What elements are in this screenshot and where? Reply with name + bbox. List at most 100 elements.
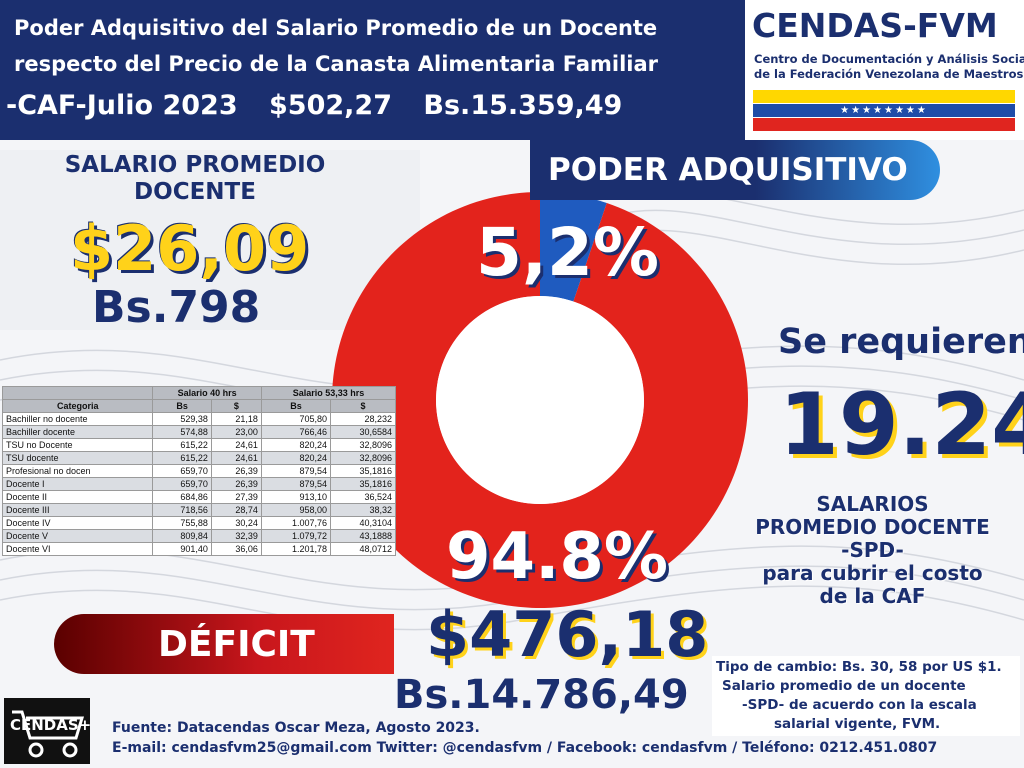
table-cell-value: 40,3104 — [330, 516, 396, 530]
caf-bs: Bs.15.359,49 — [423, 90, 623, 121]
donut-hole — [436, 296, 644, 504]
table-cell-value: 659,70 — [152, 464, 212, 478]
table-cell-value: 1.007,76 — [260, 516, 332, 530]
table-cell-category: TSU no Docente — [1, 438, 154, 452]
table-cell-value: 26,39 — [210, 464, 262, 478]
table-cell-value: 809,84 — [152, 529, 212, 543]
table-cell-value: 958,00 — [260, 503, 332, 517]
table-cell-value: 615,22 — [152, 438, 212, 452]
table-cell-value: 24,61 — [210, 451, 262, 465]
table-cell-value: 755,88 — [152, 516, 212, 530]
table-cell-category: Docente V — [1, 529, 154, 543]
footer-source: Fuente: Datacendas Oscar Meza, Agosto 20… — [112, 720, 480, 736]
table-cell-category: Bachiller no docente — [1, 412, 154, 426]
table-cell-value: 28,74 — [210, 503, 262, 517]
note-line: -SPD- de acuerdo con la escala — [742, 697, 977, 713]
table-row: Docente II 684,86 27,39 913,10 36,524 — [1, 490, 396, 504]
table-cell-category: Bachiller docente — [1, 425, 154, 439]
table-column-header: $ — [330, 399, 396, 413]
table-row: Docente IV 755,88 30,24 1.007,76 40,3104 — [1, 516, 396, 530]
table-group-header — [1, 386, 154, 400]
table-cell-value: 879,54 — [260, 477, 332, 491]
table-row: Bachiller no docente 529,38 21,18 705,80 28,… — [1, 412, 396, 426]
poder-adquisitivo-percent: 5,2% — [476, 214, 660, 291]
salarios-line: PROMEDIO DOCENTE — [755, 515, 990, 539]
table-cell-value: 21,18 — [210, 412, 262, 426]
table-cell-value: 820,24 — [260, 451, 332, 465]
table-cell-value: 27,39 — [210, 490, 262, 504]
logo-name: CENDAS-FVM — [752, 6, 998, 45]
salarios-line: SALARIOS — [816, 492, 929, 516]
table-cell-value: 35,1816 — [330, 477, 396, 491]
header-title-line1: Poder Adquisitivo del Salario Promedio d… — [14, 16, 658, 40]
table-cell-value: 36,524 — [330, 490, 396, 504]
salario-title: SALARIO PROMEDIO DOCENTE — [64, 152, 326, 205]
salarios-line: de la CAF — [819, 584, 926, 608]
note-exchange-rate: Tipo de cambio: Bs. 30, 58 por US $1. — [716, 659, 1002, 675]
salarios-requeridos-number: 19.24 — [779, 375, 1024, 475]
table-cell-value: 32,8096 — [330, 438, 396, 452]
table-cell-value: 913,10 — [260, 490, 332, 504]
table-cell-category: Docente II — [1, 490, 154, 504]
table-cell-category: Profesional no docen — [1, 464, 154, 478]
table-group-header: Salario 40 hrs — [152, 386, 262, 400]
cendas-plus-logo — [4, 698, 90, 764]
table-cell-value: 23,00 — [210, 425, 262, 439]
table-cell-value: 24,61 — [210, 438, 262, 452]
flag-stripe-blue: ★★★★★★★★ — [753, 104, 1015, 117]
header-caf-line: -CAF-Julio 2023 $502,27 Bs.15.359,49 — [6, 90, 644, 121]
cart-icon — [12, 710, 85, 758]
table-cell-value: 32,39 — [210, 529, 262, 543]
table-cell-value: 36,06 — [210, 542, 262, 556]
poder-adquisitivo-pill — [530, 140, 940, 200]
table-cell-category: Docente IV — [1, 516, 154, 530]
logo-subtitle-2: de la Federación Venezolana de Maestros — [754, 67, 1024, 81]
table-cell-value: 1.079,72 — [260, 529, 332, 543]
table-group-header: Salario 53,33 hrs — [260, 386, 397, 400]
table-cell-category: Docente VI — [1, 542, 154, 556]
salarios-line: para cubrir el costo — [762, 561, 983, 585]
table-cell-value: 32,8096 — [330, 451, 396, 465]
table-column-header: Categoria — [1, 399, 154, 413]
donut-slice — [332, 192, 748, 608]
table-cell-value: 615,22 — [152, 451, 212, 465]
table-column-header: $ — [210, 399, 262, 413]
salario-bs: Bs.798 — [92, 282, 261, 333]
table-cell-category: Docente I — [1, 477, 154, 491]
table-cell-category: TSU docente — [1, 451, 154, 465]
table-cell-value: 901,40 — [152, 542, 212, 556]
table-row: Docente V 809,84 32,39 1.079,72 43,1888 — [1, 529, 396, 543]
table-cell-value: 766,46 — [260, 425, 332, 439]
table-column-header: Bs — [260, 399, 332, 413]
table-row: Bachiller docente 574,88 23,00 766,46 30,658… — [1, 425, 396, 439]
table-row: TSU no Docente 615,22 24,61 820,24 32,8096 — [1, 438, 396, 452]
salarios-line: -SPD- — [841, 538, 904, 562]
table-cell-value: 28,232 — [330, 412, 396, 426]
table-cell-value: 879,54 — [260, 464, 332, 478]
cendas-logo: CENDAS-FVM Centro de Documentación y Aná… — [745, 0, 1024, 140]
flag-stripe-red — [753, 118, 1015, 131]
table-cell-value: 718,56 — [152, 503, 212, 517]
table-cell-value: 30,24 — [210, 516, 262, 530]
salary-table: Salario 40 hrs Salario 53,33 hrs Categor… — [1, 386, 397, 556]
table-row: Profesional no docen 659,70 26,39 879,54 35,… — [1, 464, 396, 478]
table-cell-value: 26,39 — [210, 477, 262, 491]
donut-slice — [540, 192, 607, 302]
table-column-header: Bs — [152, 399, 212, 413]
note-line: Salario promedio de un docente — [722, 678, 966, 694]
table-cell-value: 43,1888 — [330, 529, 396, 543]
table-cell-value: 1.201,78 — [260, 542, 332, 556]
deficit-label: DÉFICIT — [158, 624, 315, 665]
table-row: Docente I 659,70 26,39 879,54 35,1816 — [1, 477, 396, 491]
table-cell-value: 38,32 — [330, 503, 396, 517]
deficit-bs: Bs.14.786,49 — [394, 672, 689, 718]
header-banner: Poder Adquisitivo del Salario Promedio d… — [0, 0, 745, 140]
deficit-pill — [54, 614, 394, 674]
table-cell-value: 820,24 — [260, 438, 332, 452]
table-cell-value: 35,1816 — [330, 464, 396, 478]
table-cell-value: 48,0712 — [330, 542, 396, 556]
table-row: Docente VI 901,40 36,06 1.201,78 48,0712 — [1, 542, 396, 556]
footer-contact: E-mail: cendasfvm25@gmail.com Twitter: @… — [112, 740, 938, 756]
table-row: TSU docente 615,22 24,61 820,24 32,8096 — [1, 451, 396, 465]
caf-label: -CAF-Julio 2023 — [6, 90, 238, 121]
